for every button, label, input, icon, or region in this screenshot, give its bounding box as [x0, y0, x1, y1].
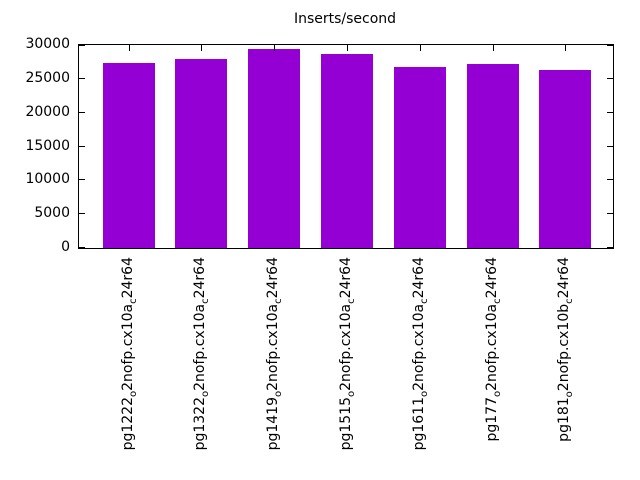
x-tick-label: pg181o2nofp.cx10bc24r64	[556, 257, 576, 442]
x-tick-label: pg1611o2nofp.cx10ac24r64	[410, 257, 430, 451]
bar-3	[248, 49, 301, 248]
y-tick-mark	[607, 247, 613, 248]
y-tick-mark	[607, 45, 613, 46]
bar-6	[466, 64, 519, 248]
x-tick-mark-top	[128, 45, 130, 51]
x-tick-mark-top	[274, 45, 276, 51]
y-tick-label: 15000	[25, 137, 70, 154]
x-tick-mark-top	[346, 45, 348, 51]
y-tick-mark	[79, 247, 85, 248]
y-tick-mark	[79, 77, 85, 79]
y-tick-label: 0	[61, 239, 70, 255]
bar-4	[320, 54, 373, 248]
y-tick-label: 25000	[25, 69, 70, 86]
bar-5	[393, 67, 446, 248]
y-tick-mark	[607, 213, 613, 215]
bar-2	[175, 59, 228, 248]
x-tick-mark-top	[201, 45, 203, 51]
bar-7	[539, 70, 592, 248]
x-tick-label: pg1515o2nofp.cx10ac24r64	[337, 257, 357, 451]
y-tick-mark	[607, 77, 613, 79]
y-tick-label: 10000	[25, 171, 70, 188]
y-tick-mark	[79, 145, 85, 147]
y-tick-mark	[607, 179, 613, 181]
x-tick-mark-top	[492, 45, 494, 51]
y-tick-mark	[79, 45, 85, 46]
plot-area	[78, 44, 614, 249]
bar-1	[102, 62, 155, 248]
chart-title: Inserts/second	[293, 11, 397, 27]
y-tick-mark	[79, 179, 85, 181]
x-tick-mark-top	[565, 45, 567, 51]
x-tick-label: pg1419o2nofp.cx10ac24r64	[265, 257, 284, 451]
x-tick-label: pg177o2nofp.cx10ac24r64	[483, 257, 503, 442]
x-tick-mark-top	[419, 45, 421, 51]
x-tick-label-anchor: pg181o2nofp.cx10bc24r64	[556, 254, 640, 442]
x-tick-label: pg1222o2nofp.cx10ac24r64	[119, 257, 139, 451]
y-tick-mark	[607, 145, 613, 147]
y-tick-mark	[79, 111, 85, 113]
y-tick-mark	[79, 213, 85, 215]
y-tick-label: 30000	[25, 36, 70, 52]
x-tick-label: pg1322o2nofp.cx10ac24r64	[192, 257, 212, 451]
y-tick-label: 20000	[25, 103, 70, 120]
y-tick-label: 5000	[34, 205, 70, 222]
y-tick-mark	[607, 111, 613, 113]
